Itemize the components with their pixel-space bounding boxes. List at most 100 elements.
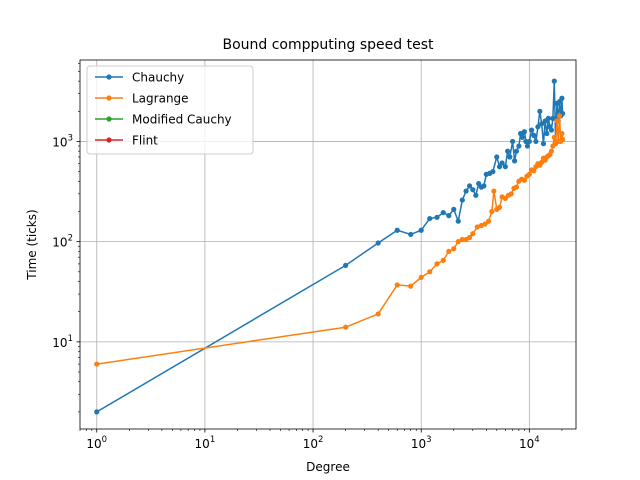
data-point — [556, 113, 563, 119]
data-point — [559, 130, 565, 137]
data-point — [418, 274, 424, 280]
data-point — [551, 78, 557, 84]
legend-swatch-marker — [106, 137, 112, 143]
data-point — [554, 118, 560, 124]
data-point — [540, 141, 547, 147]
data-point — [343, 262, 349, 268]
y-tick-label-exponent: 2 — [68, 234, 73, 244]
data-point — [551, 134, 557, 140]
data-point — [526, 171, 532, 177]
legend-swatch-marker — [106, 95, 112, 101]
plot-frame — [79, 59, 577, 430]
data-point — [496, 204, 503, 210]
data-point — [375, 240, 381, 246]
data-point — [482, 221, 488, 227]
data-point — [533, 138, 539, 145]
x-tick-label-base: 10 — [86, 437, 101, 451]
legend-item: Chauchy — [95, 71, 184, 85]
data-point — [463, 188, 469, 194]
data-point — [94, 361, 100, 367]
data-point — [394, 227, 400, 233]
x-tick-label-exponent: 1 — [210, 435, 215, 445]
x-tick-label: 100 — [86, 435, 107, 451]
data-point — [440, 209, 446, 216]
data-point — [408, 283, 414, 289]
x-tick-label: 103 — [411, 435, 432, 451]
data-point — [535, 124, 541, 130]
y-tick-label-base: 10 — [52, 236, 67, 250]
series-layer — [94, 78, 566, 415]
data-point — [451, 206, 457, 212]
data-point — [470, 187, 476, 193]
data-point — [94, 409, 100, 415]
legend-item: Modified Cauchy — [95, 113, 232, 127]
data-point — [529, 127, 535, 133]
x-tick-label-exponent: 3 — [426, 435, 431, 445]
y-tick-label: 102 — [52, 234, 73, 250]
y-tick-label: 103 — [52, 133, 73, 149]
y-tick-label: 101 — [52, 334, 73, 350]
x-tick-label-exponent: 4 — [534, 435, 539, 445]
legend-item: Flint — [95, 134, 158, 148]
data-point — [516, 143, 522, 149]
data-point — [491, 188, 497, 194]
data-point — [494, 154, 500, 160]
data-point — [446, 248, 452, 254]
x-tick-label-base: 10 — [303, 437, 318, 451]
data-point — [394, 282, 400, 288]
data-point — [548, 148, 555, 154]
data-point — [550, 115, 556, 121]
data-point — [451, 246, 457, 252]
legend-label: Chauchy — [132, 71, 184, 85]
data-point — [559, 95, 565, 101]
data-point — [548, 127, 555, 133]
y-axis-label: Time (ticks) — [25, 209, 39, 280]
x-axis-label: Degree — [306, 460, 350, 474]
x-tick-label: 104 — [519, 435, 540, 451]
data-point — [473, 192, 479, 198]
x-tick-label: 101 — [195, 435, 216, 451]
data-point — [343, 324, 349, 330]
data-point — [509, 138, 516, 145]
series-lagrange — [94, 113, 566, 367]
x-tick-label-exponent: 2 — [318, 435, 323, 445]
data-point — [560, 136, 566, 142]
data-point — [489, 208, 495, 215]
data-point — [427, 269, 433, 275]
data-point — [481, 183, 487, 189]
legend-item: Lagrange — [95, 92, 189, 106]
data-point — [459, 197, 465, 203]
data-point — [524, 143, 531, 149]
data-point — [531, 132, 537, 138]
data-point — [466, 183, 473, 189]
chart-title: Bound compputing speed test — [222, 37, 434, 53]
data-point — [526, 138, 532, 145]
data-point — [434, 261, 440, 267]
legend-label: Lagrange — [132, 92, 189, 106]
data-point — [508, 191, 514, 197]
data-point — [455, 218, 461, 224]
data-point — [490, 169, 496, 175]
data-point — [375, 311, 381, 317]
data-point — [521, 129, 528, 135]
data-point — [496, 164, 503, 170]
y-tick-label-base: 10 — [52, 135, 67, 149]
data-point — [408, 231, 414, 238]
x-tick-label-base: 10 — [411, 437, 426, 451]
data-point — [476, 180, 482, 187]
data-point — [507, 154, 513, 160]
legend-swatch-marker — [106, 116, 112, 122]
legend-box — [86, 65, 254, 155]
y-tick-label-exponent: 3 — [68, 133, 73, 143]
data-point — [486, 218, 492, 224]
data-point — [531, 168, 537, 174]
data-point — [446, 213, 452, 219]
data-point — [513, 184, 520, 190]
data-point — [470, 231, 476, 237]
data-point — [539, 121, 545, 127]
data-point — [466, 234, 473, 241]
data-point — [545, 115, 551, 121]
y-tick-label-base: 10 — [52, 336, 67, 350]
legend-label: Modified Cauchy — [132, 113, 232, 127]
